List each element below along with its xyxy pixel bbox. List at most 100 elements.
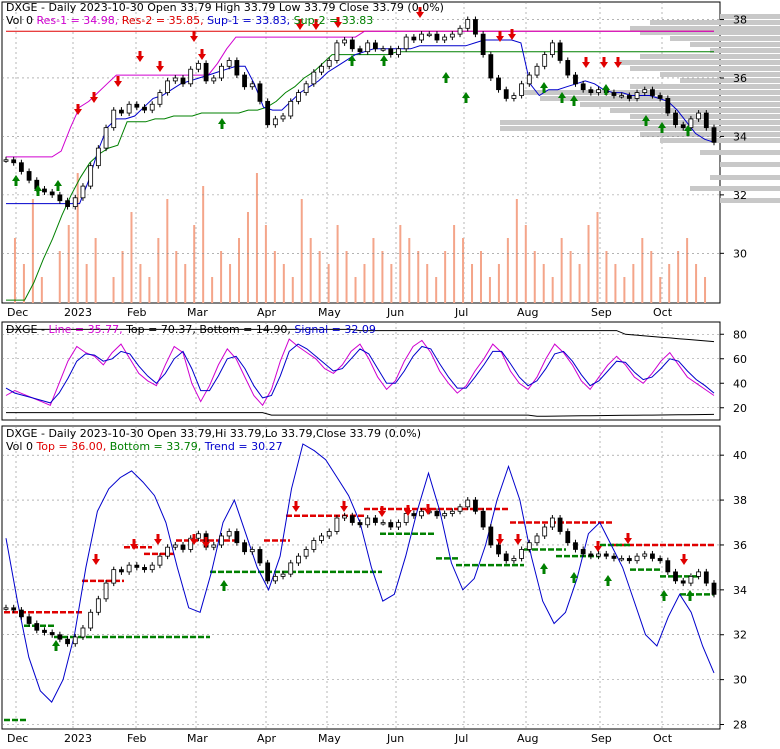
price-candle <box>588 89 594 93</box>
volume-profile-bar <box>660 72 780 77</box>
buy-arrow <box>684 125 692 136</box>
sell-arrow <box>154 534 162 545</box>
x-tick-label: Oct <box>653 732 673 745</box>
channel-price-candle <box>242 542 247 553</box>
price-candle <box>357 48 363 53</box>
volume-bar <box>238 238 241 303</box>
volume-bar <box>551 277 554 303</box>
price-candle <box>372 42 378 50</box>
price-candle <box>203 62 209 82</box>
sell-arrow <box>312 19 320 30</box>
volume-profile-bar <box>630 84 780 89</box>
price-panel: 30 32 34 36 38 DXGE - Daily 2023-10-30 Open 3… <box>1 1 780 319</box>
channel-price-candle <box>188 537 194 550</box>
volume-bar <box>453 225 456 303</box>
price-candle <box>134 103 140 108</box>
channel-price-candle <box>650 553 655 559</box>
x-tick-label: Oct <box>653 306 673 319</box>
channel-legend-part: Bottom = 33.79, <box>106 440 201 453</box>
volume-bar <box>506 238 509 303</box>
buy-arrow <box>660 590 668 601</box>
volume-bar <box>157 238 160 303</box>
price-candle <box>696 112 702 120</box>
price-candle <box>319 65 324 73</box>
sell-arrow <box>594 541 602 552</box>
price-candle <box>650 89 655 96</box>
sell-arrow <box>190 534 198 545</box>
price-axis-tick-label: 38 <box>733 14 747 27</box>
volume-bar <box>632 264 635 303</box>
channel-price-candle <box>57 634 63 640</box>
volume-profile-bar <box>690 42 780 47</box>
volume-bar <box>345 251 348 303</box>
price-candle <box>257 83 263 102</box>
volume-bar <box>130 212 133 303</box>
sell-arrow <box>198 49 206 60</box>
sell-arrow <box>340 501 348 512</box>
volume-profile-bar <box>650 20 780 25</box>
volume-bar <box>435 277 438 303</box>
price-candle <box>457 27 463 35</box>
channel-price-candle <box>296 555 301 564</box>
buy-arrow <box>540 563 548 574</box>
volume-bar <box>309 238 312 303</box>
channel-legend-part: Top = 36.00, <box>33 440 106 453</box>
volume-bar <box>560 238 563 303</box>
channel-price-candle <box>265 562 271 582</box>
channel-price-candle <box>3 607 9 610</box>
volume-bar <box>641 238 644 303</box>
channel-price-candle <box>326 531 332 537</box>
volume-bar <box>202 186 205 303</box>
price-candle <box>249 83 255 88</box>
price-candle <box>265 100 271 126</box>
price-candle <box>626 95 632 99</box>
price-candle <box>473 19 478 35</box>
price-candle <box>195 62 201 70</box>
volume-profile-bar <box>710 48 780 53</box>
channel-price-candle <box>457 506 463 512</box>
channel-price-candle <box>542 526 548 537</box>
x-tick-label: Feb <box>127 306 146 319</box>
volume-bar <box>363 264 366 303</box>
price-legend-part: Res-1 = 34.98, <box>33 14 118 27</box>
price-candle <box>426 33 432 37</box>
x-tick-label: Jul <box>454 306 468 319</box>
channel-price-candle <box>534 535 540 544</box>
stoch-legend-part: Signal = 32.09 <box>291 323 376 336</box>
price-candle <box>72 197 78 207</box>
sell-arrow <box>74 104 82 115</box>
channel-price-candle <box>480 510 486 528</box>
channel-price-candle <box>580 549 586 555</box>
buy-arrow <box>686 590 694 601</box>
volume-bar <box>390 264 393 303</box>
sell-arrow <box>90 92 98 103</box>
volume-bar <box>471 264 474 303</box>
price-candle <box>657 95 663 99</box>
price-candle <box>619 95 625 98</box>
price-candle <box>449 33 455 38</box>
price-candle <box>119 109 124 114</box>
price-candle <box>326 60 332 67</box>
volume-profile-bar <box>720 162 780 167</box>
buy-arrow <box>540 82 548 93</box>
price-candle <box>557 42 563 61</box>
volume-bar <box>121 251 124 303</box>
volume-profile-bar <box>580 102 780 107</box>
channel-price-candle <box>342 515 348 519</box>
volume-bar <box>533 251 536 303</box>
volume-bar <box>273 251 276 303</box>
channel-price-candle <box>388 522 394 528</box>
volume-profile-bar <box>610 108 780 113</box>
volume-profile-bar <box>710 175 780 180</box>
volume-bar <box>444 251 447 303</box>
price-candle <box>365 42 371 53</box>
price-candle <box>242 74 247 88</box>
volume-profile-bar <box>680 78 780 83</box>
price-candle <box>126 103 132 114</box>
x-tick-label: May <box>318 306 341 319</box>
channel-price-candle <box>526 542 532 550</box>
x-tick-label: Apr <box>257 306 277 319</box>
channel-price-candle <box>657 558 663 562</box>
sell-arrow <box>136 51 144 62</box>
price-candle <box>519 83 525 96</box>
